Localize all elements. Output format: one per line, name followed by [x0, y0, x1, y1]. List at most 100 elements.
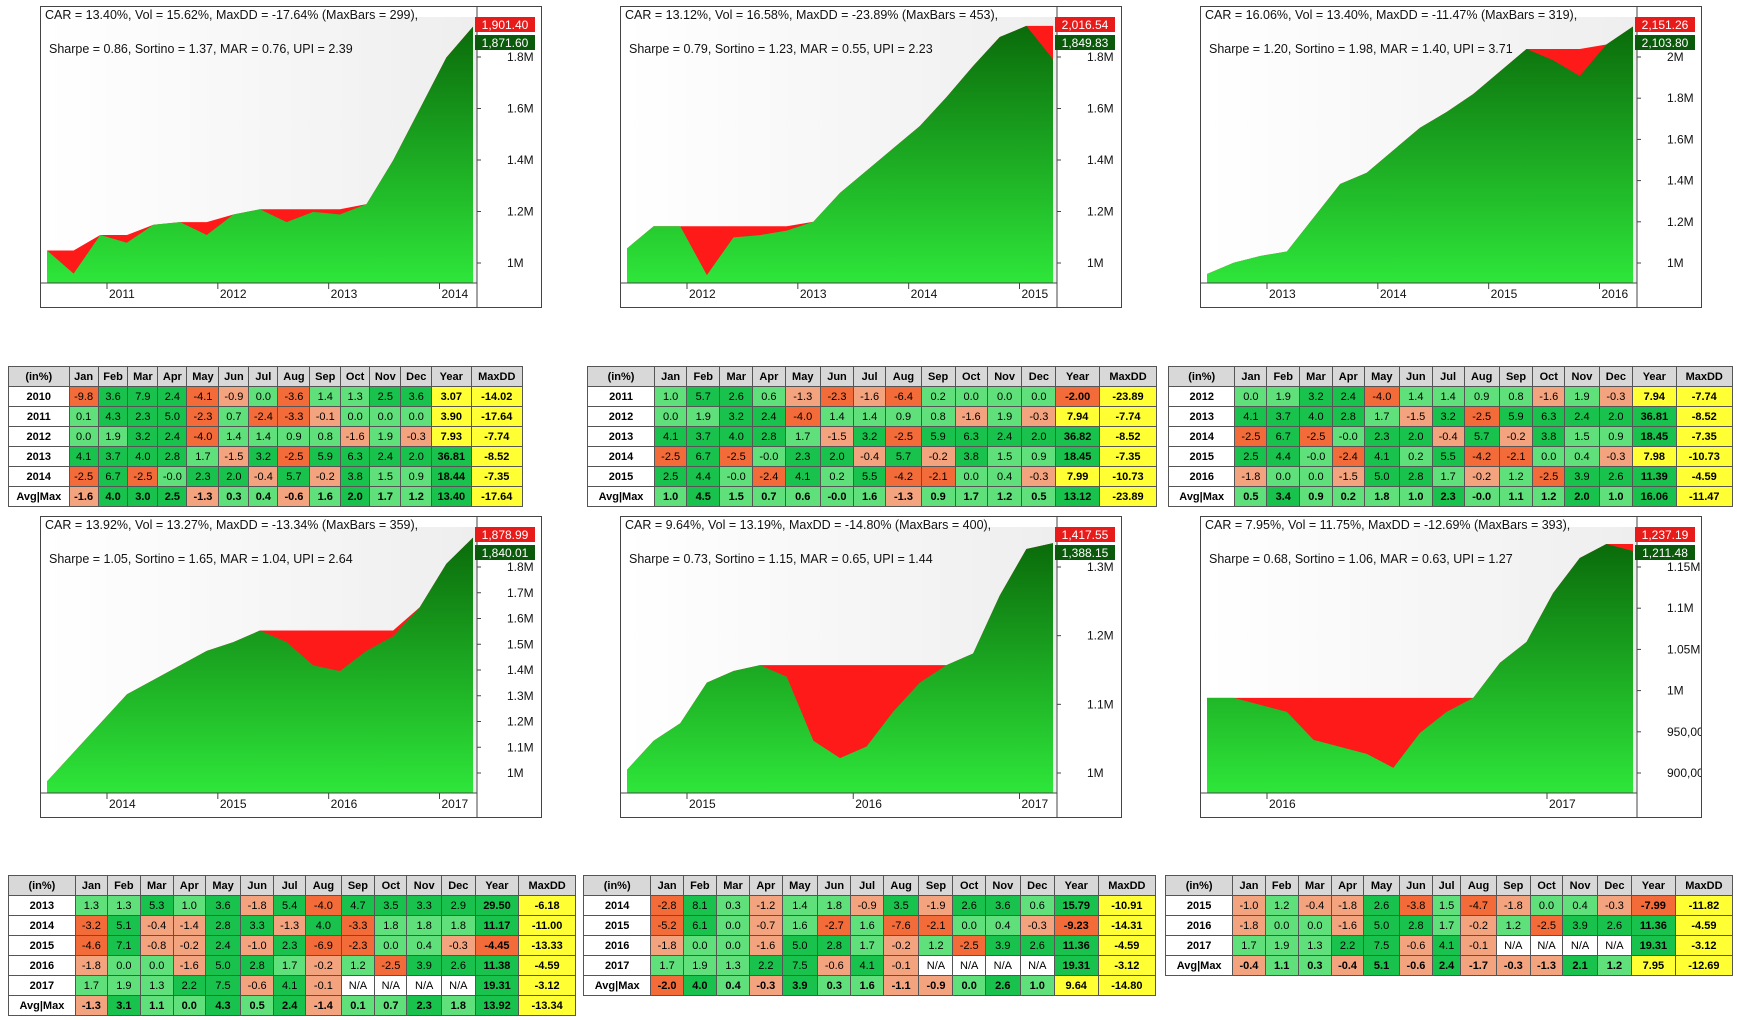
- table-cell: 1.6: [853, 486, 887, 507]
- table-cell: 4.1: [273, 975, 307, 996]
- x-tick-label: 2015: [1491, 287, 1518, 301]
- table-cell: 2.6: [719, 386, 754, 407]
- equity-tag: [475, 545, 535, 560]
- y-tick-label: 1M: [1087, 256, 1104, 270]
- table-cell: 1.5: [719, 486, 754, 507]
- table-cell: 2010: [8, 386, 70, 407]
- x-tick-label: 2016: [331, 797, 358, 811]
- table-cell: -7.74: [470, 426, 524, 447]
- column-header: (in%): [586, 366, 656, 387]
- y-tick-label: 1.1M: [1087, 697, 1114, 711]
- y-tick-label: 1.6M: [1667, 132, 1694, 146]
- y-tick-label: 1.2M: [1087, 205, 1114, 219]
- column-header: MaxDD: [1674, 875, 1734, 896]
- table-cell: -2.1: [920, 466, 956, 487]
- table-cell: -0.4: [139, 915, 174, 936]
- table-cell: -8.52: [470, 446, 524, 467]
- table-cell: 2.5: [1234, 446, 1268, 467]
- table-cell: 0.0: [986, 386, 1023, 407]
- table-cell: 36.81: [1632, 406, 1677, 427]
- table-cell: -2.7: [817, 915, 852, 936]
- equity-tag-label: 1,840.01: [482, 546, 529, 560]
- equity-chart-4: 1M 1.1M 1.2M 1.3M 1.4M 1.5M 1.6M 1.7M 1.8M 2014 20…: [40, 516, 542, 818]
- table-cell: 1.6: [309, 486, 342, 507]
- high-tag-label: 2,151.26: [1642, 18, 1689, 32]
- table-row: 2016 -1.8 0.0 0.0 -1.5 5.0 2.8 1.7 -0.2 1.2 -2.5 3.…: [1167, 466, 1733, 487]
- table-cell: 1.2: [918, 935, 954, 956]
- high-tag-label: 1,878.99: [482, 528, 529, 542]
- column-header: Sep: [1498, 366, 1534, 387]
- table-cell: 2.8: [1398, 915, 1434, 936]
- table-cell: 2012: [8, 426, 70, 447]
- table-cell: -0.0: [719, 466, 754, 487]
- table-cell: 5.0: [157, 406, 188, 427]
- equity-tag-label: 1,211.48: [1642, 546, 1688, 560]
- table-cell: 0.9: [1299, 486, 1333, 507]
- column-header: Dec: [1596, 875, 1632, 896]
- table-cell: 1.9: [97, 426, 129, 447]
- table-cell: 7.98: [1632, 446, 1677, 467]
- table-cell: -7.35: [1675, 426, 1733, 447]
- column-header: Aug: [1460, 875, 1497, 896]
- table-cell: 6.1: [682, 915, 717, 936]
- table-cell: 2.3: [186, 466, 220, 487]
- column-header: Jan: [68, 366, 99, 387]
- table-header-row: (in%) Jan Feb Mar Apr May Jun Jul Aug Sep Oct Nov De…: [1164, 875, 1734, 896]
- monthly-returns-table: (in%) Jan Feb Mar Apr May Jun Jul Aug Sep Oct Nov De…: [586, 366, 1157, 507]
- table-cell: 4.1: [654, 426, 688, 447]
- table-cell: 1.7: [186, 446, 220, 467]
- table-cell: 1.9: [369, 426, 402, 447]
- table-cell: -2.3: [819, 386, 855, 407]
- table-cell: 1.4: [781, 895, 819, 916]
- table-cell: -0.3: [1021, 406, 1057, 427]
- table-cell: -0.2: [1498, 426, 1534, 447]
- table-cell: Avg|Max: [586, 486, 656, 507]
- table-cell: 0.3: [817, 975, 852, 996]
- column-header: Mar: [719, 366, 754, 387]
- column-header: Feb: [682, 875, 717, 896]
- y-tick-label: 1M: [1087, 766, 1104, 780]
- table-cell: -1.3: [273, 915, 307, 936]
- table-cell: 2.0: [340, 486, 371, 507]
- table-cell: 2012: [586, 406, 656, 427]
- table-cell: 2.6: [440, 955, 476, 976]
- column-header: Nov: [406, 875, 442, 896]
- table-cell: -1.8: [240, 895, 275, 916]
- table-cell: -0.4: [1297, 895, 1332, 916]
- table-cell: 0.0: [1299, 466, 1333, 487]
- table-cell: 2.0: [1564, 486, 1600, 507]
- column-header: Jun: [1398, 875, 1434, 896]
- column-header: MaxDD: [1675, 366, 1733, 387]
- table-cell: -7.35: [470, 466, 524, 487]
- table-row: 2014 -3.2 5.1 -0.4 -1.4 2.8 3.3 -1.3 4.0 -3.3 1.8 1…: [8, 915, 576, 936]
- table-cell: 2.1: [1562, 955, 1598, 976]
- table-cell: -11.82: [1674, 895, 1734, 916]
- table-cell: 8.1: [682, 895, 717, 916]
- y-tick-label: 1.2M: [507, 715, 534, 729]
- table-cell: 2.4: [157, 426, 188, 447]
- table-cell: 1.7: [784, 426, 821, 447]
- table-cell: -2.5: [952, 935, 986, 956]
- table-cell: 13.92: [474, 995, 520, 1016]
- table-cell: 6.3: [340, 446, 371, 467]
- column-header: Jan: [74, 875, 108, 896]
- table-cell: 0.0: [374, 935, 408, 956]
- y-tick-label: 1.05M: [1667, 642, 1700, 656]
- table-cell: 1.2: [1498, 466, 1534, 487]
- column-header: MaxDD: [1097, 875, 1157, 896]
- table-cell: 4.1: [1234, 406, 1268, 427]
- table-cell: 0.2: [819, 466, 855, 487]
- table-cell: 1.9: [1264, 935, 1299, 956]
- column-header: Aug: [885, 366, 922, 387]
- table-cell: 0.0: [952, 915, 986, 936]
- table-cell: 1.9: [682, 955, 717, 976]
- table-cell: 15.79: [1053, 895, 1099, 916]
- table-cell: 7.5: [781, 955, 819, 976]
- table-cell: -1.8: [1495, 895, 1531, 916]
- table-cell: 1.9: [1266, 386, 1301, 407]
- table-cell: 3.2: [248, 446, 279, 467]
- table-cell: 1.3: [715, 955, 751, 976]
- column-header: (in%): [1167, 366, 1236, 387]
- table-cell: 0.9: [400, 466, 433, 487]
- column-header: Year: [1630, 875, 1676, 896]
